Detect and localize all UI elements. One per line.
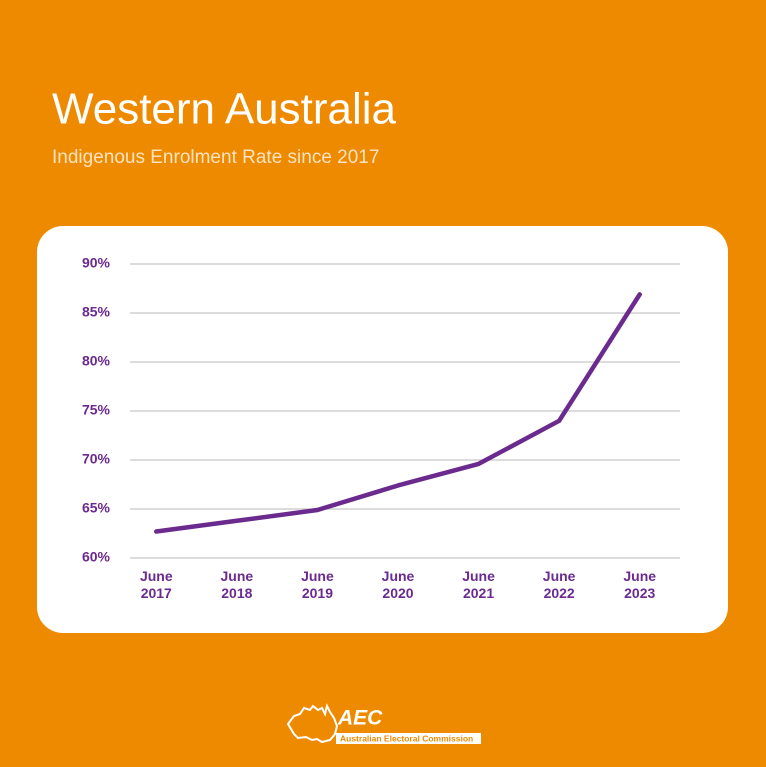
y-tick-label: 75% xyxy=(82,402,111,418)
logo-abbreviation: AEC xyxy=(337,707,383,730)
y-tick-label: 90% xyxy=(82,255,111,271)
x-tick-label: June 2017 xyxy=(139,568,173,601)
x-tick-label: June 2022 xyxy=(542,568,576,601)
y-tick-label: 60% xyxy=(82,549,111,565)
logo: AEC Australian Electoral Commission xyxy=(286,703,481,744)
x-tick-label: June 2023 xyxy=(623,568,657,601)
chart-subtitle: Indigenous Enrolment Rate since 2017 xyxy=(52,147,379,168)
x-tick-label: June 2018 xyxy=(220,568,254,601)
chart-title: Western Australia xyxy=(52,85,397,134)
logo-bar xyxy=(336,733,481,744)
y-tick-label: 70% xyxy=(82,451,111,467)
logo-map xyxy=(286,703,339,744)
y-tick-label: 80% xyxy=(82,353,111,369)
x-tick-label: June 2021 xyxy=(462,568,495,601)
logo-name: Australian Electoral Commission xyxy=(340,733,473,743)
y-tick-label: 65% xyxy=(82,500,111,516)
chart-card xyxy=(37,226,728,633)
x-tick-label: June 2020 xyxy=(381,568,415,601)
data-line xyxy=(154,292,642,534)
x-tick-label: June 2019 xyxy=(301,568,334,601)
y-tick-label: 85% xyxy=(82,304,111,320)
